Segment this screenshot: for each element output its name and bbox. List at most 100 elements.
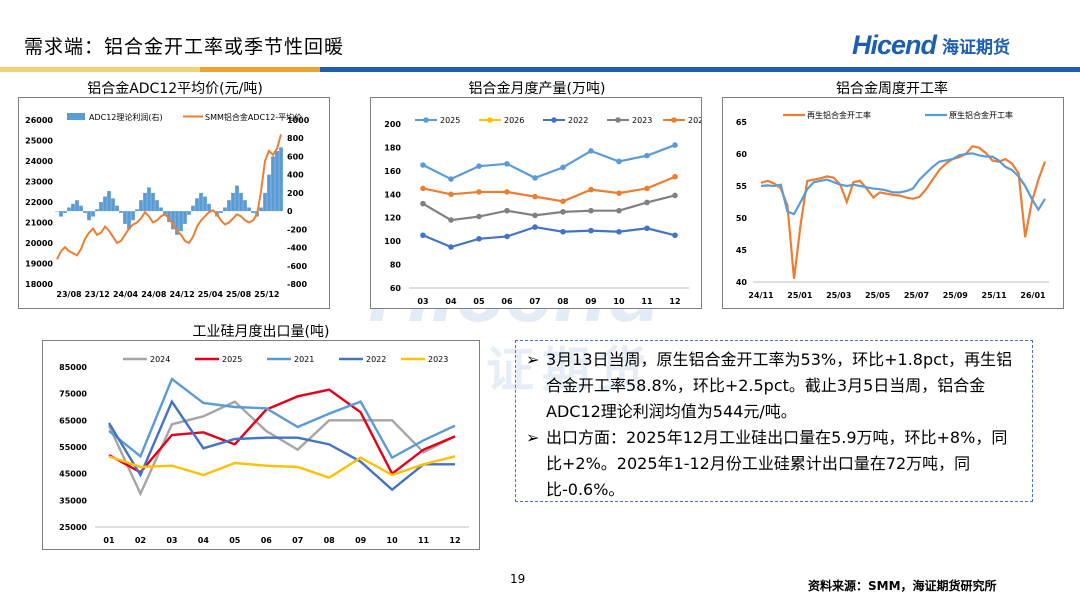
page-title: 需求端：铝合金开工率或季节性回暖 (24, 36, 345, 58)
chart-weekly: 65 60 55 50 45 40 24/11 25/01 25/03 25/05 25/07 25/… (722, 97, 1064, 309)
data-point-2024 (504, 189, 510, 195)
chart-title-silicon: 工业硅月度出口量(吨) (192, 324, 330, 340)
arrow-bullet-icon: ➢ (526, 350, 540, 369)
y-tick-label: 60 (736, 150, 748, 159)
y-tick-label: 65000 (59, 416, 87, 425)
summary-bullet-1-text: 3月13日当周，原生铝合金开工率为53%，环比+1.8pct，再生铝合金开工率5… (546, 350, 1013, 421)
legend-label-price: SMM铝合金ADC12-平均价 (205, 112, 302, 122)
profit-bar (179, 211, 183, 232)
profit-bar (143, 192, 147, 212)
x-tick-label: 03 (166, 536, 177, 545)
x-tick-label: 24/11 (748, 291, 774, 300)
y-left-tick-label: 26000 (25, 116, 53, 125)
profit-bar (79, 205, 83, 212)
legend-marker-2022 (551, 117, 557, 123)
profit-bar (163, 211, 167, 215)
brand-logo: Hicend 海证期货 (852, 30, 1010, 61)
profit-bar (115, 205, 119, 212)
price-line (56, 134, 282, 260)
profit-bar (95, 209, 99, 212)
y-right-tick-label: 200 (287, 189, 304, 198)
legend-label-2024: 2024 (688, 116, 701, 125)
profit-bar (119, 211, 123, 213)
profit-bar (171, 211, 175, 230)
legend-label-2021: 2021 (294, 355, 314, 364)
header-band-yellow (0, 67, 200, 72)
profit-bar (203, 196, 207, 212)
series-line-原生铝合金开工率 (760, 152, 1046, 216)
legend-label-原生铝合金开工率: 原生铝合金开工率 (949, 110, 1013, 120)
x-tick-label: 09 (355, 536, 367, 545)
x-tick-label: 08 (324, 536, 336, 545)
data-point-2024 (588, 186, 594, 193)
profit-bar (83, 211, 87, 213)
data-point-2023 (532, 212, 538, 219)
series-line-再生铝合金开工率 (760, 145, 1047, 279)
data-point-2023 (616, 207, 622, 214)
series-line-2025 (422, 144, 676, 181)
y-tick-label: 120 (384, 214, 401, 223)
x-tick-label: 23/12 (85, 290, 110, 299)
x-tick-label: 03 (417, 297, 428, 306)
profit-bar (259, 207, 263, 212)
chart-title-output: 铝合金月度产量(万吨) (468, 81, 606, 97)
data-point-2022 (448, 244, 454, 250)
data-point-2022 (420, 232, 426, 239)
profit-bar (147, 187, 151, 212)
profit-bar (107, 191, 111, 212)
profit-bar (239, 192, 243, 212)
data-point-2023 (504, 207, 510, 214)
data-point-2024 (476, 189, 482, 195)
x-tick-label: 02 (135, 536, 146, 545)
profit-bar (227, 200, 231, 212)
x-tick-label: 10 (613, 297, 625, 306)
series-line-2022 (422, 225, 676, 249)
profit-bar (219, 211, 223, 213)
profit-bar (275, 150, 279, 212)
data-point-2022 (616, 228, 622, 235)
series-line-2024 (422, 175, 676, 203)
profit-bar (123, 211, 127, 224)
chart-output: 200 180 160 140 120 100 80 60 03 04 05 06 07 08 09 10 11… (370, 97, 702, 309)
x-tick-label: 25/05 (865, 291, 891, 300)
y-right-tick-label: 400 (287, 171, 304, 180)
x-tick-label: 24/04 (113, 290, 139, 299)
data-point-2023 (448, 217, 454, 223)
y-left-tick-label: 21000 (25, 219, 53, 228)
data-point-2022 (644, 225, 650, 232)
profit-bar (67, 207, 71, 212)
profit-bar (75, 200, 79, 212)
logo-cn: 海证期货 (942, 38, 1011, 58)
y-right-tick-label: -600 (287, 262, 307, 271)
x-tick-label: 25/11 (982, 291, 1008, 300)
x-tick-label: 26/01 (1020, 291, 1046, 300)
y-left-tick-label: 20000 (25, 239, 53, 248)
x-tick-label: 10 (387, 536, 399, 545)
y-right-tick-label: -200 (287, 225, 307, 234)
series-line-2024 (107, 400, 456, 497)
y-tick-label: 55000 (59, 443, 87, 452)
series-line-2021 (108, 377, 456, 460)
data-point-2025 (672, 142, 678, 148)
chart-output-svg: 200 180 160 140 120 100 80 60 03 04 05 06 07 08 09 10 11… (384, 116, 701, 306)
summary-textbox: ➢ 3月13日当周，原生铝合金开工率为53%，环比+1.8pct，再生铝合金开工… (515, 340, 1033, 502)
profit-bar (231, 192, 235, 212)
legend-label-profit: ADC12理论利润(右) (89, 112, 163, 122)
legend-label-2025: 2025 (440, 116, 460, 125)
legend-label-2024: 2024 (150, 355, 170, 364)
page-number: 19 (510, 572, 526, 586)
y-tick-label: 60 (390, 284, 402, 293)
y-left-tick-label: 18000 (25, 280, 53, 289)
summary-bullet-1: ➢ 3月13日当周，原生铝合金开工率为53%，环比+1.8pct，再生铝合金开工… (526, 347, 1022, 425)
legend-label-2025: 2025 (222, 355, 242, 364)
y-tick-label: 25000 (59, 523, 87, 532)
y-tick-label: 80 (390, 261, 402, 270)
x-tick-label: 07 (529, 297, 540, 306)
profit-bar (155, 200, 159, 212)
profit-bar (139, 200, 143, 212)
data-point-2024 (532, 193, 538, 200)
data-point-2024 (420, 185, 426, 192)
profit-bar (235, 185, 239, 212)
y-tick-label: 65 (736, 118, 748, 127)
data-point-2025 (560, 164, 566, 171)
